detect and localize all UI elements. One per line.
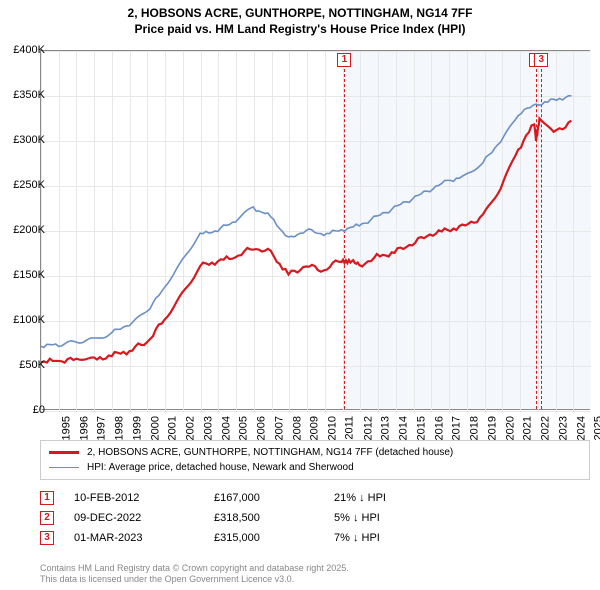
x-tick-label: 2006 [256,416,268,440]
y-tick-label: £300K [13,134,45,146]
event-marker: 1 [40,491,54,505]
event-row: 1 10-FEB-2012£167,00021% ↓ HPI [40,488,454,508]
footer-line-1: Contains HM Land Registry data © Crown c… [40,563,349,575]
y-tick-label: £50K [19,359,45,371]
event-marker: 2 [40,511,54,525]
x-tick-label: 2000 [149,416,161,440]
x-tick-label: 2008 [291,416,303,440]
x-tick-label: 2015 [415,416,427,440]
event-diff: 21% ↓ HPI [334,492,454,504]
legend-label: 2, HOBSONS ACRE, GUNTHORPE, NOTTINGHAM, … [87,447,453,458]
y-tick-label: £0 [33,404,45,416]
x-tick-label: 2025 [593,416,600,440]
x-tick-label: 1998 [114,416,126,440]
y-tick-label: £400K [13,44,45,56]
x-tick-label: 2020 [504,416,516,440]
legend-row: HPI: Average price, detached house, Newa… [49,460,581,475]
events-table: 1 10-FEB-2012£167,00021% ↓ HPI 2 09-DEC-202… [40,488,454,548]
event-price: £318,500 [214,512,334,524]
event-date: 09-DEC-2022 [74,512,214,524]
x-tick-label: 2003 [202,416,214,440]
event-row: 2 09-DEC-2022£318,5005% ↓ HPI [40,508,454,528]
x-tick-label: 1996 [78,416,90,440]
x-tick-label: 2016 [433,416,445,440]
x-tick-label: 2019 [486,416,498,440]
series-property [41,118,571,362]
x-tick-label: 2018 [469,416,481,440]
legend-swatch [49,467,79,469]
chart-lines [41,51,589,409]
x-tick-label: 1999 [131,416,143,440]
event-diff: 5% ↓ HPI [334,512,454,524]
y-tick-label: £150K [13,269,45,281]
x-tick-label: 2005 [238,416,250,440]
event-price: £167,000 [214,492,334,504]
title-line-1: 2, HOBSONS ACRE, GUNTHORPE, NOTTINGHAM, … [0,0,600,22]
x-tick-label: 2007 [273,416,285,440]
footer-line-2: This data is licensed under the Open Gov… [40,574,349,586]
x-tick-label: 1997 [96,416,108,440]
y-tick-label: £350K [13,89,45,101]
footer: Contains HM Land Registry data © Crown c… [40,563,349,586]
x-tick-label: 2004 [220,416,232,440]
event-row: 3 01-MAR-2023£315,0007% ↓ HPI [40,528,454,548]
x-tick-label: 2011 [344,416,356,440]
x-tick-label: 2009 [309,416,321,440]
x-tick-label: 1995 [60,416,72,440]
event-date: 10-FEB-2012 [74,492,214,504]
legend-label: HPI: Average price, detached house, Newa… [87,462,354,473]
x-tick-label: 2017 [451,416,463,440]
x-tick-label: 2021 [522,416,534,440]
event-marker: 3 [40,531,54,545]
event-date: 01-MAR-2023 [74,532,214,544]
x-tick-label: 2010 [327,416,339,440]
x-tick-label: 2002 [185,416,197,440]
x-tick-label: 2012 [362,416,374,440]
chart: 123 [40,50,590,410]
x-tick-label: 2001 [167,416,179,440]
x-tick-label: 2014 [398,416,410,440]
y-tick-label: £200K [13,224,45,236]
series-hpi [41,96,571,348]
y-tick-label: £250K [13,179,45,191]
y-tick-label: £100K [13,314,45,326]
event-price: £315,000 [214,532,334,544]
legend: 2, HOBSONS ACRE, GUNTHORPE, NOTTINGHAM, … [40,440,590,480]
legend-row: 2, HOBSONS ACRE, GUNTHORPE, NOTTINGHAM, … [49,445,581,460]
x-tick-label: 2013 [380,416,392,440]
x-tick-label: 2023 [557,416,569,440]
x-tick-label: 2022 [540,416,552,440]
event-diff: 7% ↓ HPI [334,532,454,544]
title-line-2: Price paid vs. HM Land Registry's House … [0,22,600,42]
x-tick-label: 2024 [575,416,587,440]
legend-swatch [49,451,79,454]
